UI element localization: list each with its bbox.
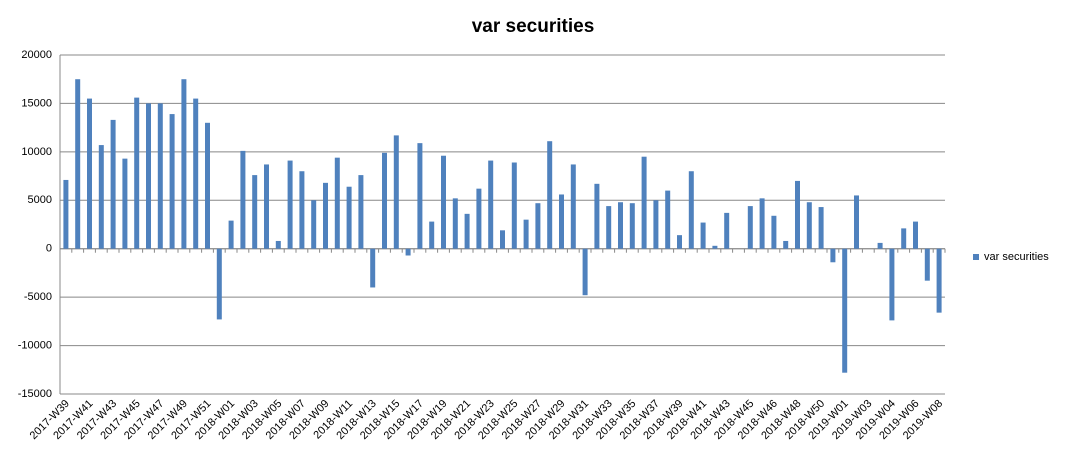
bar — [559, 194, 564, 249]
y-tick-label: -10000 — [18, 339, 52, 351]
bar — [110, 119, 116, 249]
bar — [323, 182, 328, 249]
bar — [98, 145, 104, 249]
legend-swatch — [973, 254, 979, 260]
bar — [665, 190, 671, 249]
bar — [806, 202, 812, 249]
bar — [712, 245, 718, 249]
bar — [795, 180, 800, 249]
bar — [452, 198, 458, 249]
bar — [511, 162, 517, 249]
bar — [264, 164, 269, 249]
bar — [830, 248, 836, 263]
bar — [464, 213, 470, 249]
bar — [688, 171, 694, 249]
bar — [370, 248, 376, 288]
bar — [429, 221, 435, 249]
bar — [441, 155, 446, 249]
bar — [488, 160, 494, 249]
bar — [181, 79, 187, 249]
y-tick-label: 15000 — [21, 97, 52, 109]
bar — [311, 200, 317, 249]
bar — [889, 248, 895, 321]
bar — [570, 164, 576, 249]
bar — [842, 248, 848, 373]
y-tick-label: 10000 — [21, 146, 52, 158]
bar — [417, 143, 423, 249]
bar — [724, 212, 730, 249]
bar — [500, 230, 505, 249]
y-tick-label: -5000 — [24, 291, 52, 303]
bar — [169, 114, 175, 249]
bar — [936, 248, 942, 313]
bar — [677, 235, 682, 249]
y-tick-label: 20000 — [21, 49, 52, 61]
bar — [205, 122, 210, 249]
bar — [346, 186, 352, 249]
bar — [393, 135, 399, 249]
bar — [193, 98, 199, 249]
bar — [818, 207, 824, 249]
y-tick-label: 0 — [46, 243, 52, 255]
bar — [146, 103, 151, 249]
bar — [216, 248, 222, 320]
bar — [299, 171, 305, 249]
bar — [134, 97, 140, 249]
bar — [629, 203, 635, 249]
bar — [747, 206, 753, 249]
bar — [63, 179, 69, 249]
bar — [877, 242, 883, 249]
bar — [75, 79, 81, 249]
bar — [618, 202, 623, 249]
bar — [641, 156, 647, 249]
bar — [523, 219, 529, 249]
bar — [913, 221, 918, 249]
bar — [157, 103, 163, 249]
bar — [358, 175, 364, 249]
bar — [582, 248, 588, 296]
y-tick-label: -15000 — [18, 388, 52, 400]
bar — [87, 98, 92, 249]
bar — [771, 215, 777, 249]
bar — [122, 158, 128, 249]
bar — [405, 248, 411, 256]
bar — [228, 220, 234, 249]
bar — [901, 228, 907, 249]
bar — [382, 152, 387, 249]
bar — [287, 160, 293, 249]
y-tick-label: 5000 — [28, 194, 52, 206]
bar — [759, 198, 765, 249]
bar — [240, 150, 246, 249]
bar — [700, 222, 706, 249]
bar — [334, 157, 340, 249]
bar — [783, 240, 789, 249]
legend-label: var securities — [984, 251, 1049, 263]
bar — [653, 200, 659, 249]
bar — [275, 240, 281, 249]
bar — [606, 206, 612, 249]
bar — [547, 141, 553, 249]
bar — [924, 248, 930, 281]
bar — [535, 203, 541, 249]
bar — [854, 195, 859, 249]
bar — [476, 188, 482, 249]
chart-title: var securities — [472, 16, 595, 37]
bar — [594, 183, 600, 249]
bar — [252, 175, 258, 249]
